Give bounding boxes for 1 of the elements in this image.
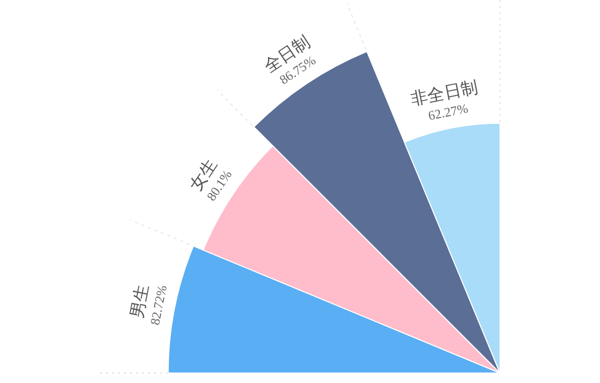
category-label: 男生	[127, 282, 152, 320]
